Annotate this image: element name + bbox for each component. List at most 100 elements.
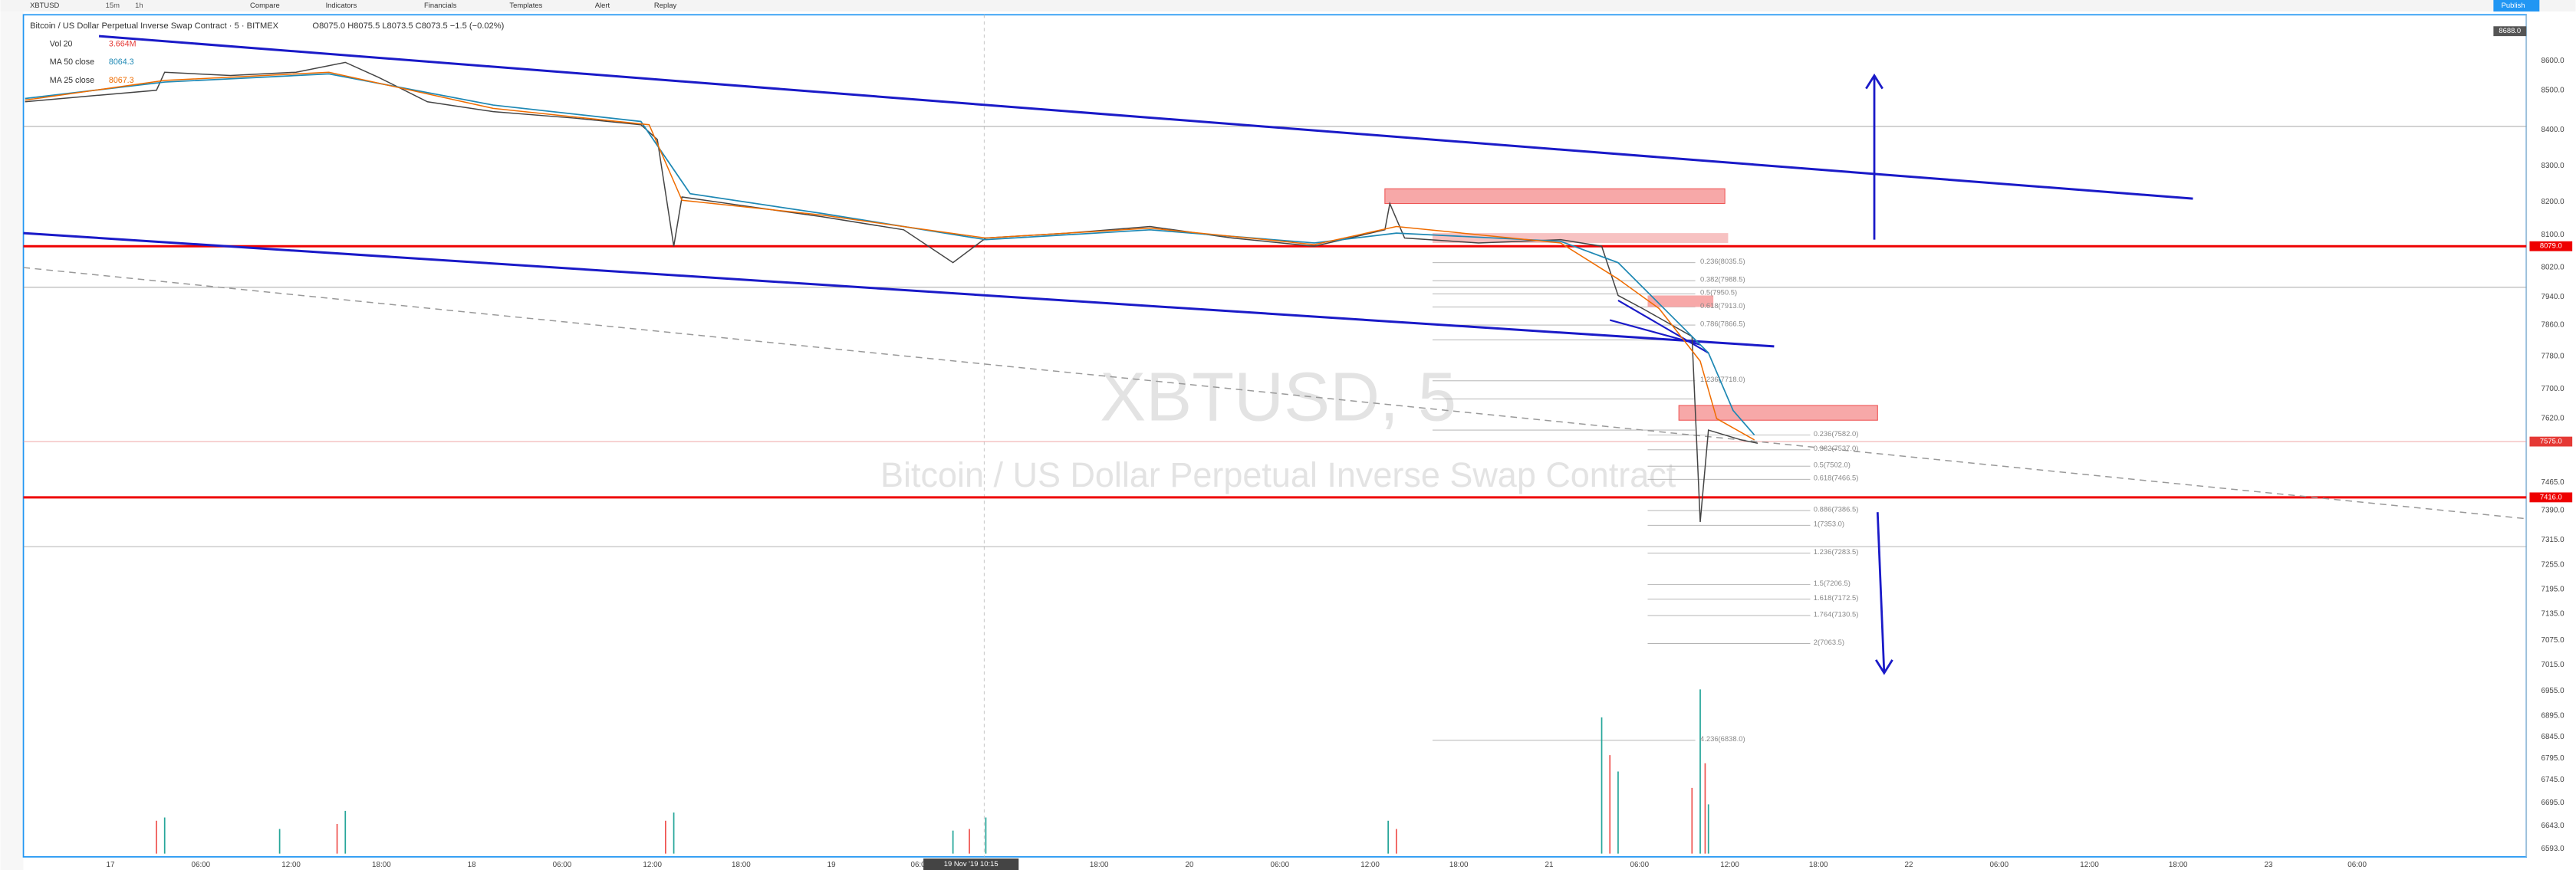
- toolbar-button[interactable]: Indicators: [326, 1, 357, 9]
- fib-label: 1.5(7206.5): [1814, 579, 1851, 587]
- publish-button[interactable]: [2493, 0, 2540, 11]
- toolbar-button[interactable]: Compare: [250, 1, 280, 9]
- price-label: 6955.0: [2541, 687, 2564, 695]
- crosshair-time-tag: [923, 859, 1019, 870]
- fib-label: 0.618(7913.0): [1700, 301, 1745, 310]
- time-label: 18:00: [1809, 861, 1828, 869]
- time-label: 12:00: [1720, 861, 1739, 869]
- time-label: 06:00: [2347, 861, 2367, 869]
- tag: [2529, 492, 2573, 503]
- time-label: 18:00: [372, 861, 391, 869]
- price-label: 7195.0: [2541, 585, 2564, 593]
- time-label: 12:00: [643, 861, 662, 869]
- tag-label: 8079.0: [2540, 241, 2562, 250]
- fib-label: 0.618(7466.5): [1814, 474, 1859, 482]
- interval-button[interactable]: 15m: [106, 1, 120, 9]
- toolbar-symbol[interactable]: XBTUSD: [30, 1, 59, 9]
- fib-label: 1.618(7172.5): [1814, 593, 1859, 602]
- time-label: 06:00: [192, 861, 211, 869]
- price-label: 8200.0: [2541, 198, 2564, 206]
- channel-bottom: [23, 231, 1775, 348]
- channel-top: [98, 34, 2193, 200]
- fib-label: 1.236(7283.5): [1814, 547, 1859, 556]
- price-label: 8400.0: [2541, 126, 2564, 134]
- time-label: 06:00: [1989, 861, 2008, 869]
- wedge-line: [1617, 299, 1709, 354]
- fib-label: 0.382(7988.5): [1700, 275, 1745, 284]
- crosshair-time: 19 Nov '19 10:15: [944, 859, 998, 868]
- interval-button[interactable]: 1h: [135, 1, 143, 9]
- price-label: 7390.0: [2541, 507, 2564, 515]
- price-label: 6795.0: [2541, 754, 2564, 763]
- time-label: 22: [1905, 861, 1913, 869]
- high-tag: [2493, 26, 2527, 37]
- supply-zone: [1647, 295, 1714, 307]
- tag-label: 7416.0: [2540, 492, 2562, 501]
- time-label: 06:00: [1630, 861, 1649, 869]
- ma-50: [25, 73, 1755, 436]
- time-label: 06:00: [553, 861, 572, 869]
- legend-name: Vol 20: [50, 40, 73, 49]
- legend-value: 8067.3: [109, 76, 134, 85]
- price-label: 7780.0: [2541, 352, 2564, 360]
- legend-name: MA 25 close: [50, 76, 94, 85]
- last-price-tag: [2529, 436, 2573, 447]
- price-label: 8300.0: [2541, 162, 2564, 170]
- supply-zone: [1678, 405, 1878, 421]
- high-tag-label: 8688.0: [2499, 26, 2521, 34]
- fib-label: 0.5(7502.0): [1814, 461, 1851, 469]
- price-label: 6845.0: [2541, 733, 2564, 741]
- legend-name: MA 50 close: [50, 57, 94, 67]
- last-price-label: 7575.0: [2540, 437, 2562, 445]
- fib-label: 1.764(7130.5): [1814, 609, 1859, 618]
- symbol-title: Bitcoin / US Dollar Perpetual Inverse Sw…: [30, 21, 279, 31]
- price-label: 7465.0: [2541, 478, 2564, 487]
- price-label: 8600.0: [2541, 57, 2564, 65]
- time-label: 18:00: [2169, 861, 2188, 869]
- toolbar-button[interactable]: Replay: [654, 1, 677, 9]
- price-label: 7860.0: [2541, 321, 2564, 330]
- fib-label: 0.886(7386.5): [1814, 504, 1859, 513]
- watermark-description: Bitcoin / US Dollar Perpetual Inverse Sw…: [880, 455, 1676, 494]
- price-label: 8500.0: [2541, 86, 2564, 94]
- time-label: 18:00: [1090, 861, 1109, 869]
- fib-label: 2(7063.5): [1814, 638, 1844, 646]
- fib-label: 0.236(8035.5): [1700, 257, 1745, 265]
- arrow-down: [1874, 512, 1893, 675]
- time-label: 18:00: [732, 861, 751, 869]
- price-label: 7015.0: [2541, 661, 2564, 669]
- toolbar-button[interactable]: Alert: [595, 1, 610, 9]
- fib-label: 1(7353.0): [1814, 520, 1844, 528]
- price-label: 8020.0: [2541, 264, 2564, 272]
- generated: XBTUSD 15m 1h Compare Indicators Financials Te…: [30, 1, 2564, 869]
- toolbar-button[interactable]: Financials: [424, 1, 457, 9]
- fib-label: 0.5(7950.5): [1700, 288, 1737, 297]
- time-label: 19: [827, 861, 836, 869]
- time-label: 20: [1186, 861, 1194, 869]
- toolbar-button[interactable]: Templates: [509, 1, 542, 9]
- price-label: 8100.0: [2541, 231, 2564, 239]
- price-label: 6745.0: [2541, 776, 2564, 784]
- fib-label: 0.786(7866.5): [1700, 319, 1745, 327]
- legend-value: 3.664M: [109, 40, 137, 49]
- price-label: 6643.0: [2541, 822, 2564, 830]
- watermark-symbol: XBTUSD, 5: [1100, 359, 1456, 435]
- price-label: 6895.0: [2541, 711, 2564, 720]
- time-label: 23: [2265, 861, 2273, 869]
- time-label: 18: [468, 861, 476, 869]
- price-label: 7255.0: [2541, 560, 2564, 569]
- price-label: 7700.0: [2541, 385, 2564, 393]
- time-label: 06:00: [910, 861, 929, 869]
- publish-label[interactable]: Publish: [2502, 1, 2525, 9]
- fib-label: 0.382(7537.0): [1814, 444, 1859, 452]
- ma-25: [25, 71, 1755, 441]
- toolbar: [0, 0, 2576, 11]
- time-label: 12:00: [1360, 861, 1380, 869]
- volume-bars: [163, 689, 1709, 854]
- price-label: 6695.0: [2541, 799, 2564, 807]
- price-label: 7315.0: [2541, 536, 2564, 544]
- price-label: 7135.0: [2541, 610, 2564, 619]
